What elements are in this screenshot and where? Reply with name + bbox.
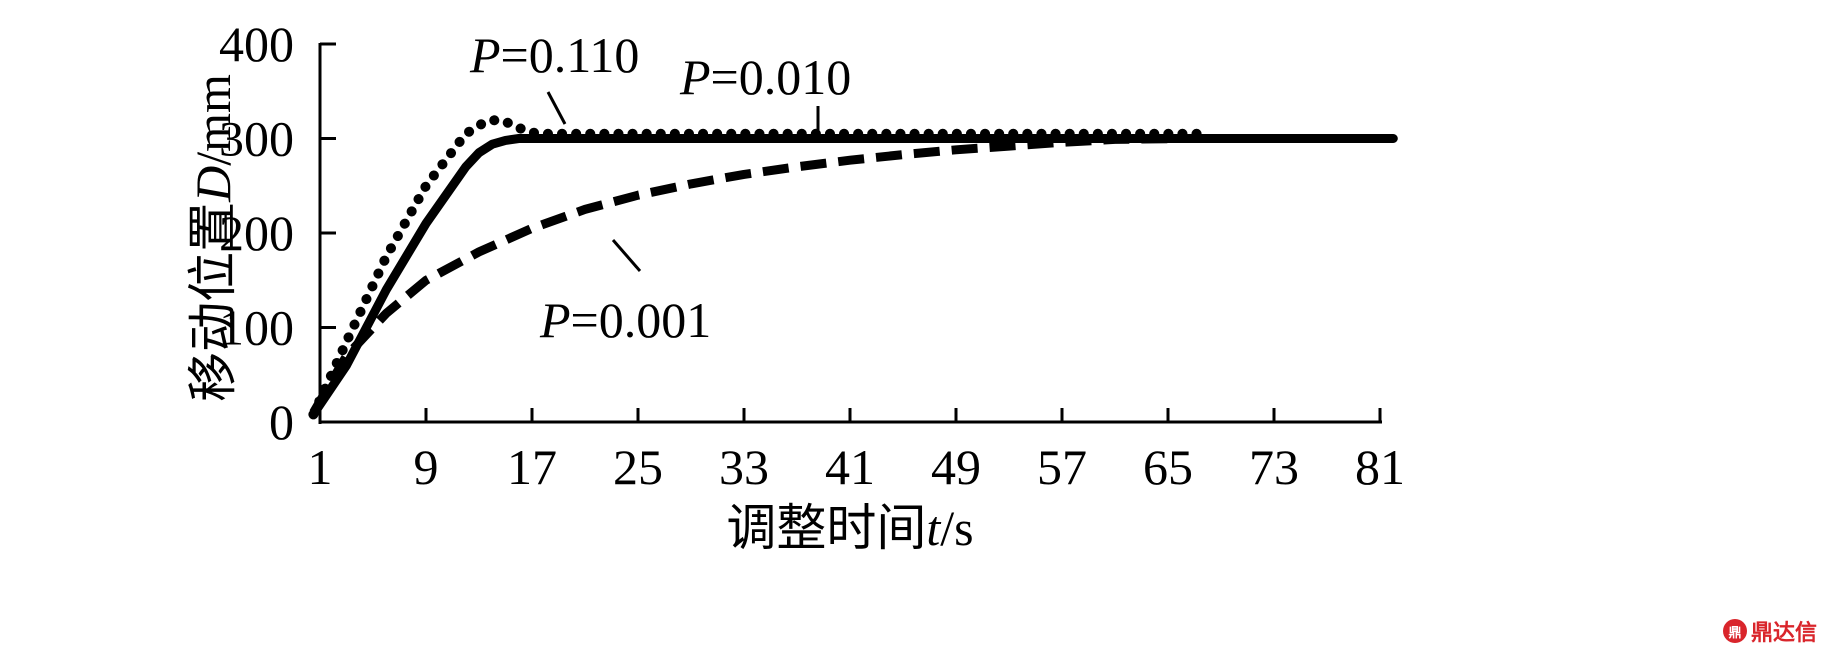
series-line-3 (309, 134, 1182, 415)
y-axis-var: D (185, 166, 241, 203)
x-tick-label: 1 (308, 439, 333, 495)
y-axis-unit: /mm (185, 74, 241, 166)
y-tick-label: 400 (219, 16, 294, 72)
y-ticks: 0 100 200 300 400 (219, 16, 336, 450)
x-tick-label: 81 (1355, 439, 1405, 495)
x-tick-label: 33 (719, 439, 769, 495)
x-ticks: 1 9 17 25 33 41 49 57 65 73 81 (308, 408, 1405, 495)
x-axis-title: 调整时间t/s (726, 500, 973, 556)
y-tick-label: 200 (219, 205, 294, 261)
x-tick-label: 65 (1143, 439, 1193, 495)
y-tick-label: 100 (219, 300, 294, 356)
x-tick-label: 41 (825, 439, 875, 495)
series-line-2 (308, 134, 1398, 419)
annotation-var: P (679, 49, 711, 105)
x-tick-label: 57 (1037, 439, 1087, 495)
annotation-var: P (469, 27, 501, 83)
x-tick-label: 49 (931, 439, 981, 495)
series-layer (308, 114, 1398, 420)
x-tick-label: 25 (613, 439, 663, 495)
x-axis-unit: /s (940, 500, 973, 556)
x-axis-var: t (926, 500, 941, 556)
x-tick-label: 9 (414, 439, 439, 495)
x-tick-label: 17 (507, 439, 557, 495)
annotation-value: =0.110 (501, 27, 640, 83)
watermark-text: 鼎达信 (1750, 621, 1817, 646)
annotations: P=0.110 P=0.010 P=0.001 (469, 27, 851, 348)
annotation-p0010: P=0.010 (679, 49, 851, 105)
watermark-logo: 鼎 鼎达信 (1722, 615, 1817, 647)
y-tick-label: 0 (269, 394, 294, 450)
annotation-value: =0.010 (711, 49, 852, 105)
annotation-var: P (539, 292, 571, 348)
y-axis-title: 移动位置D/mm (185, 74, 241, 402)
annotation-p0001: P=0.001 (539, 292, 711, 348)
annotation-p0110: P=0.110 (469, 27, 639, 83)
y-tick-label: 300 (219, 111, 294, 167)
leader-line-p0001 (611, 239, 642, 272)
watermark-icon: 鼎 (1722, 619, 1747, 643)
y-axis-label: 移动位置 (185, 202, 241, 402)
x-tick-label: 73 (1249, 439, 1299, 495)
leader-line-p0110 (546, 91, 567, 125)
annotation-value: =0.001 (571, 292, 712, 348)
series-line-1 (308, 114, 1213, 420)
x-axis-label: 调整时间 (726, 500, 926, 556)
